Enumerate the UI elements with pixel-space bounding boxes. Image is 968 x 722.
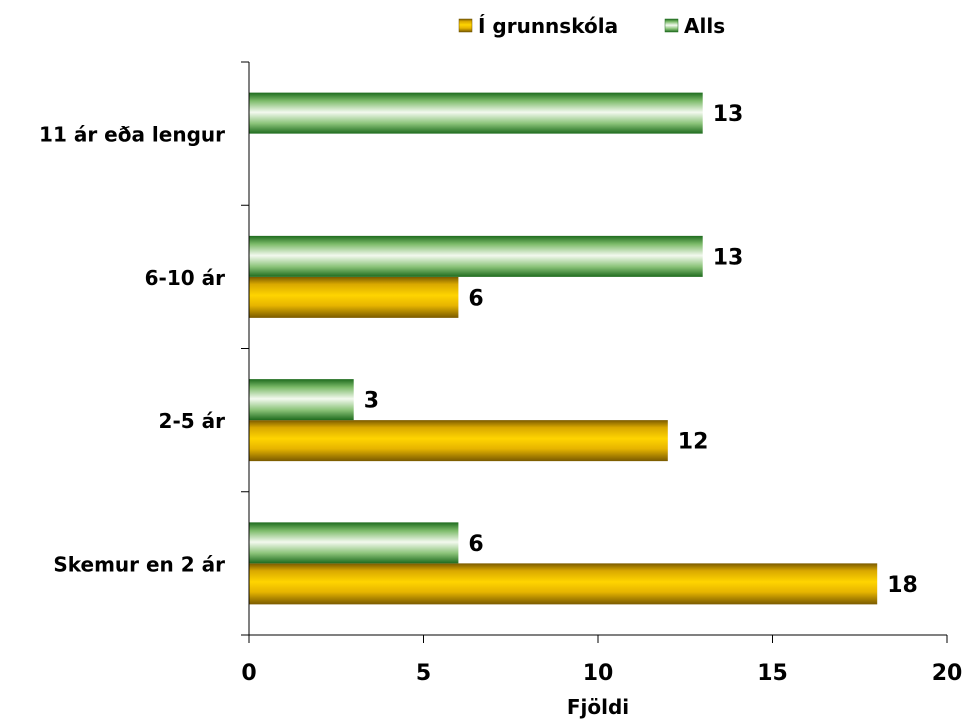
x-tick-label-4: 20	[932, 661, 963, 686]
value-label-alls-0: 6	[468, 532, 483, 557]
value-labels-layer: 18 6 12 3 6 13 13	[364, 102, 918, 598]
x-tick-labels-layer: 0 5 10 15 20	[241, 661, 962, 686]
x-axis-title: Fjöldi	[567, 695, 629, 719]
bar-alls-0	[249, 522, 459, 564]
bar-alls-1	[249, 379, 354, 421]
value-label-alls-3: 13	[713, 102, 744, 127]
axes-layer	[241, 61, 948, 643]
bar-grunnskola-0	[249, 563, 878, 605]
bar-alls-3	[249, 92, 703, 134]
category-labels-layer: Skemur en 2 ár 2-5 ár 6-10 ár 11 ár eða len…	[39, 123, 225, 577]
value-label-alls-2: 13	[713, 245, 744, 270]
value-label-grunnskola-0: 18	[887, 573, 918, 598]
category-label-1: 2-5 ár	[159, 409, 226, 433]
value-label-grunnskola-2: 6	[468, 286, 483, 311]
x-tick-label-1: 5	[416, 661, 431, 686]
x-tick-label-3: 15	[757, 661, 788, 686]
legend-label-alls: Alls	[684, 14, 725, 38]
value-label-grunnskola-1: 12	[678, 430, 709, 455]
category-label-2: 6-10 ár	[145, 266, 226, 290]
legend: Í grunnskóla Alls	[458, 14, 725, 38]
legend-swatch-alls	[664, 18, 679, 33]
legend-swatch-grunnskola	[458, 18, 473, 33]
bar-grunnskola-2	[249, 276, 459, 318]
category-label-3: 11 ár eða lengur	[39, 123, 225, 147]
bar-alls-2	[249, 235, 703, 277]
bar-grunnskola-1	[249, 420, 668, 462]
x-tick-label-0: 0	[241, 661, 256, 686]
value-label-alls-1: 3	[364, 389, 379, 414]
x-tick-label-2: 10	[583, 661, 614, 686]
bars-layer	[249, 92, 878, 605]
category-label-0: Skemur en 2 ár	[53, 552, 225, 576]
legend-label-grunnskola: Í grunnskóla	[478, 14, 618, 38]
